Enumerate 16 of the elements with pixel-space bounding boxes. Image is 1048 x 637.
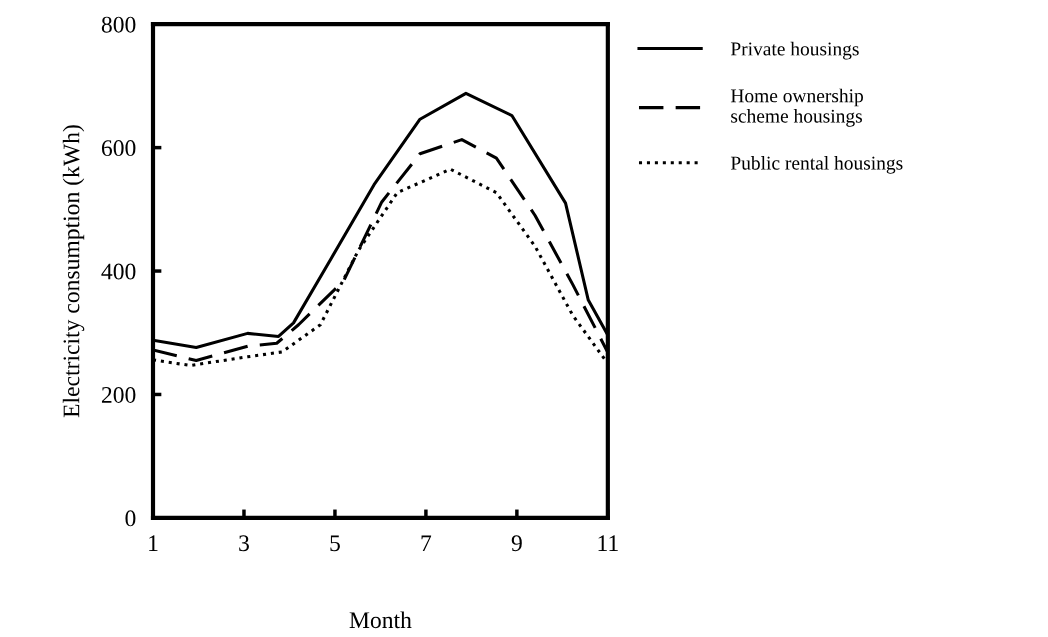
x-tick-label: 11 <box>598 535 618 551</box>
x-tick-label: 5 <box>330 535 340 552</box>
legend-label: Private housings <box>730 41 859 60</box>
x-tick-label: 1 <box>149 535 158 551</box>
x-axis-title: Month <box>349 611 412 629</box>
y-tick-label: 600 <box>101 140 136 157</box>
legend-label: Public rental housings <box>730 155 903 174</box>
y-tick-label: 0 <box>125 510 136 527</box>
x-tick-label: 9 <box>511 535 522 552</box>
y-tick-label: 400 <box>101 263 136 280</box>
x-tick-label: 7 <box>421 535 432 551</box>
legend-label: Home ownership scheme housings <box>730 88 863 127</box>
y-axis-title: Electricity consumption (kWh) <box>62 125 85 418</box>
y-tick-label: 200 <box>101 386 136 403</box>
y-tick-label: 800 <box>101 16 136 33</box>
x-tick-label: 3 <box>239 535 249 552</box>
